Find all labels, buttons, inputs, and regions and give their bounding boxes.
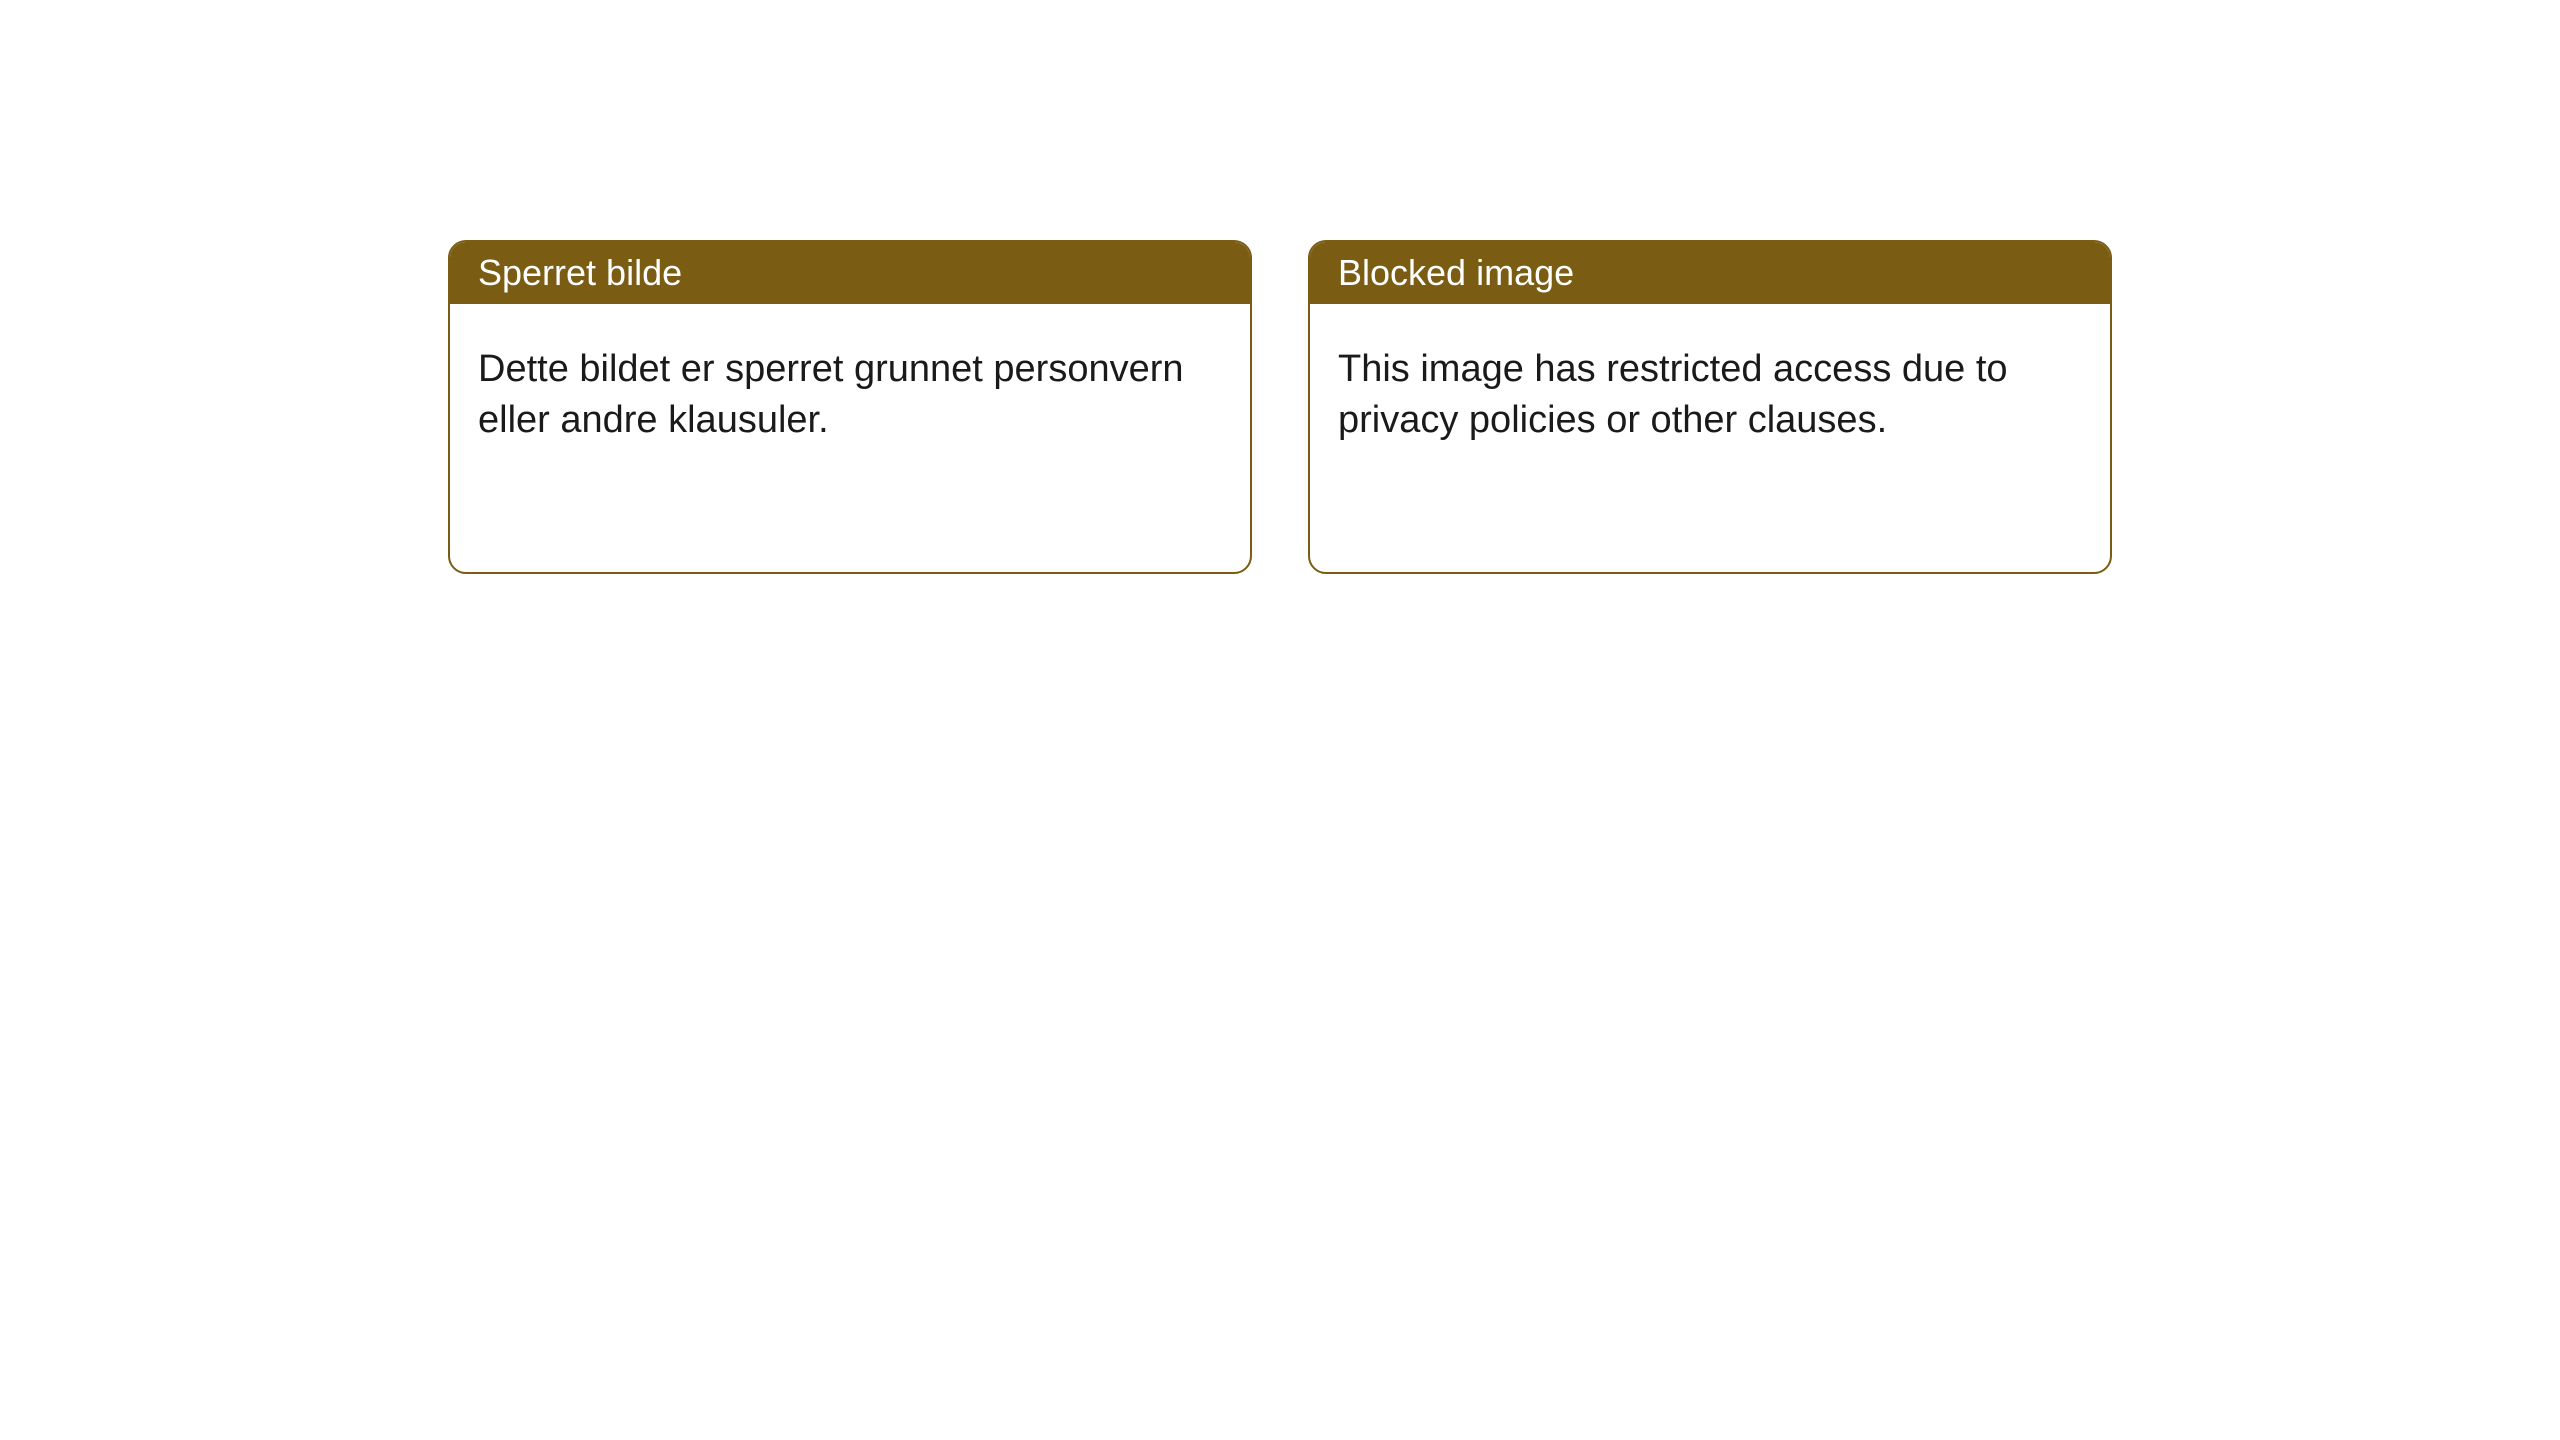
- notice-card-no-header: Sperret bilde: [450, 242, 1250, 304]
- notice-card-no-body: Dette bildet er sperret grunnet personve…: [450, 304, 1250, 487]
- notice-card-en-body: This image has restricted access due to …: [1310, 304, 2110, 487]
- notice-card-no: Sperret bilde Dette bildet er sperret gr…: [448, 240, 1252, 574]
- notice-container: Sperret bilde Dette bildet er sperret gr…: [0, 0, 2560, 574]
- notice-card-en-header: Blocked image: [1310, 242, 2110, 304]
- notice-card-en: Blocked image This image has restricted …: [1308, 240, 2112, 574]
